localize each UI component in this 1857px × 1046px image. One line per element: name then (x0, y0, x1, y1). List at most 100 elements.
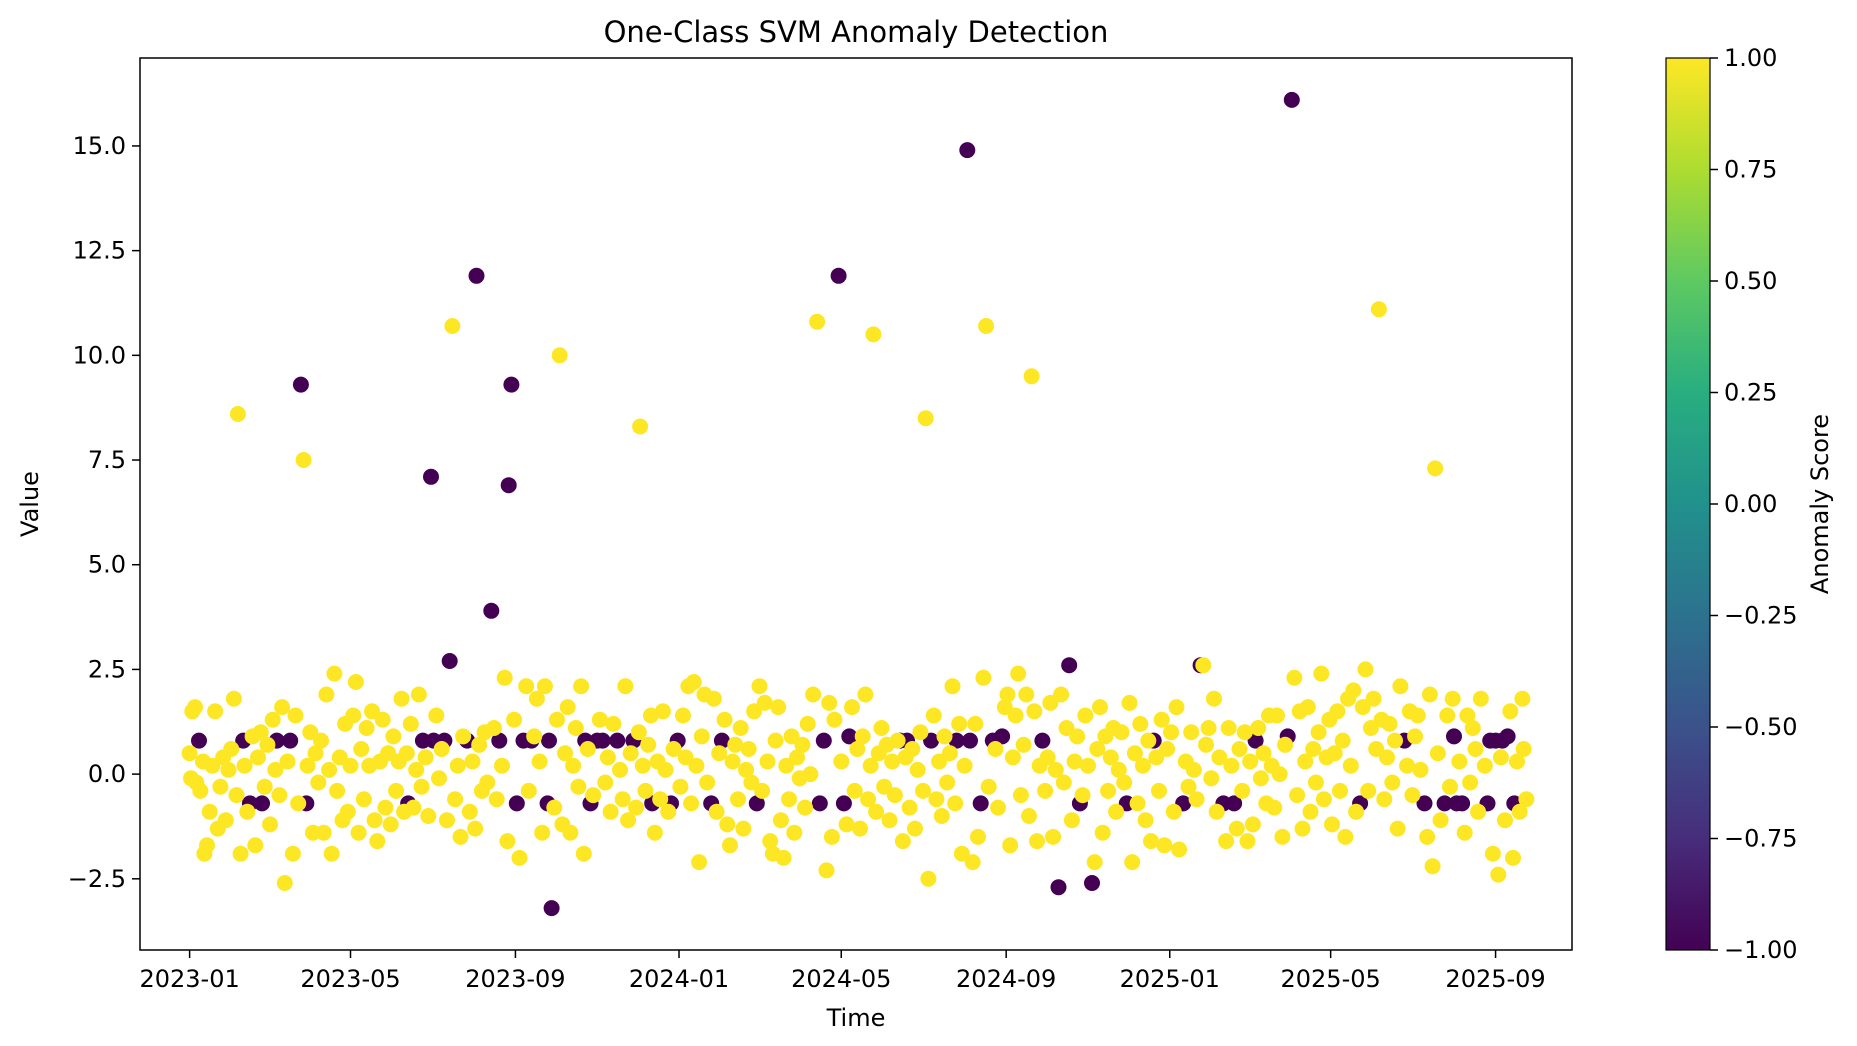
normal-point-265 (1021, 808, 1037, 824)
normal-point-61 (353, 741, 370, 757)
normal-point-404 (1462, 774, 1479, 791)
normal-point-381 (1381, 715, 1398, 732)
normal-point-58 (345, 707, 362, 724)
normal-point-171 (724, 753, 741, 770)
normal-point-137 (617, 678, 634, 695)
normal-point-409 (1476, 757, 1493, 774)
colorbar-tick-label-7: 0.75 (1724, 156, 1777, 184)
normal-point-290 (1102, 749, 1119, 766)
anomaly-point-72 (1454, 795, 1471, 812)
normal-point-406 (1467, 741, 1484, 757)
normal-point-390 (1409, 707, 1426, 724)
normal-point-186 (767, 732, 784, 749)
anomaly-point-16 (483, 602, 500, 619)
normal-point-95 (461, 803, 478, 820)
normal-point-9 (201, 803, 218, 820)
normal-point-131 (597, 774, 614, 791)
normal-point-114 (534, 824, 551, 841)
normal-point-416 (1509, 753, 1525, 770)
normal-point-76 (393, 690, 410, 707)
normal-point-410 (1484, 845, 1501, 862)
normal-point-259 (1004, 749, 1021, 766)
normal-point-321 (1200, 720, 1217, 736)
normal-point-251 (975, 669, 992, 686)
normal-point-144 (637, 782, 654, 799)
normal-point-89 (439, 812, 455, 829)
normal-point-231 (909, 761, 926, 778)
colorbar-tick-label-6: 0.50 (1724, 267, 1777, 295)
normal-point-357 (1313, 665, 1330, 682)
y-tick-label-1: 0.0 (88, 760, 126, 788)
normal-point-412 (1492, 749, 1509, 766)
anomaly-point-56 (1084, 875, 1100, 891)
normal-point-326 (1218, 833, 1235, 850)
normal-point-286 (1092, 699, 1108, 716)
normal-point-356 (1310, 724, 1327, 741)
normal-point-121 (559, 699, 576, 716)
normal-point-65 (364, 703, 380, 720)
normal-point-284 (1086, 854, 1103, 871)
normal-point-275 (1053, 686, 1070, 703)
normal-point-19 (228, 787, 245, 804)
normal-point-182 (756, 694, 773, 711)
normal-point-327 (1220, 720, 1237, 736)
normal-point-216 (865, 326, 882, 343)
normal-point-49 (321, 761, 338, 778)
normal-point-401 (1451, 753, 1468, 770)
normal-point-240 (936, 728, 953, 745)
normal-point-204 (823, 828, 840, 845)
normal-point-354 (1305, 741, 1322, 757)
normal-point-173 (730, 791, 746, 808)
y-axis-label: Value (16, 471, 44, 537)
normal-point-223 (884, 753, 901, 770)
normal-point-281 (1074, 787, 1091, 804)
normal-point-279 (1066, 753, 1083, 770)
normal-point-389 (1407, 728, 1424, 745)
normal-point-194 (789, 749, 805, 766)
normal-point-206 (833, 753, 850, 770)
normal-point-193 (786, 824, 803, 841)
anomaly-point-52 (1034, 732, 1051, 749)
anomaly-point-10 (423, 468, 439, 485)
normal-point-418 (1514, 690, 1531, 707)
normal-point-27 (252, 724, 269, 741)
normal-point-198 (799, 715, 816, 732)
normal-point-129 (585, 787, 602, 804)
normal-point-136 (614, 791, 631, 808)
normal-point-400 (1444, 690, 1461, 707)
anomaly-point-46 (948, 732, 965, 749)
anomaly-point-48 (962, 732, 978, 749)
points-layer (181, 91, 1535, 917)
normal-point-59 (347, 674, 364, 690)
anomaly-point-17 (491, 732, 508, 749)
normal-point-115 (536, 678, 553, 695)
normal-point-97 (467, 820, 484, 837)
normal-point-257 (999, 686, 1016, 703)
anomaly-point-45 (923, 732, 940, 749)
normal-point-117 (549, 711, 565, 728)
normal-point-380 (1379, 749, 1395, 766)
normal-point-289 (1100, 782, 1117, 799)
normal-point-126 (573, 678, 590, 695)
normal-point-174 (732, 720, 749, 736)
colorbar-tick-label-2: −0.50 (1724, 713, 1798, 741)
normal-point-261 (1010, 665, 1027, 682)
normal-point-39 (290, 795, 307, 812)
anomaly-point-69 (1436, 795, 1453, 812)
normal-point-312 (1168, 699, 1185, 716)
anomaly-point-53 (1050, 879, 1067, 896)
anomaly-point-54 (1061, 657, 1078, 674)
normal-point-22 (236, 757, 253, 774)
normal-point-393 (1421, 686, 1438, 703)
x-tick-label-7: 2025-05 (1281, 965, 1381, 993)
normal-point-247 (956, 757, 973, 774)
normal-point-229 (904, 741, 921, 757)
normal-point-188 (772, 812, 789, 829)
normal-point-411 (1490, 866, 1507, 883)
normal-point-256 (996, 699, 1013, 716)
normal-point-73 (385, 728, 402, 745)
normal-point-246 (953, 845, 970, 862)
normal-point-232 (912, 724, 929, 741)
anomaly-point-13 (441, 653, 458, 669)
normal-point-287 (1094, 824, 1111, 841)
